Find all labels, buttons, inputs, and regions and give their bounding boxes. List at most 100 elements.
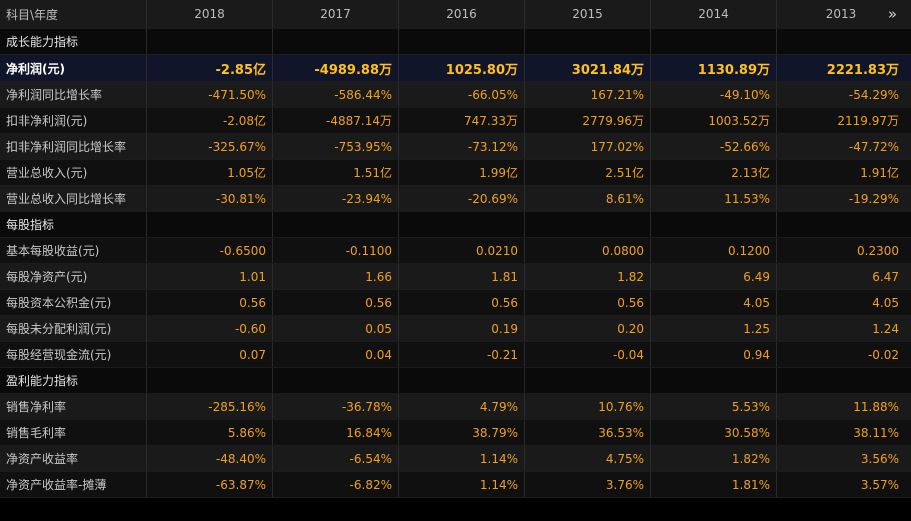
table-cell: 4.75% [525, 446, 651, 471]
table-cell: -2.08亿 [147, 108, 273, 133]
table-cell: 1130.89万 [651, 55, 777, 81]
table-cell: 38.79% [399, 420, 525, 445]
table-cell: -586.44% [273, 82, 399, 107]
table-row: 扣非净利润同比增长率 -325.67% -753.95% -73.12% 177.02%… [0, 134, 911, 160]
table-row: 销售毛利率 5.86% 16.84% 38.79% 36.53% 30.58% 38.11% [0, 420, 911, 446]
table-cell [273, 212, 399, 237]
table-row: 营业总收入同比增长率 -30.81% -23.94% -20.69% 8.61% 11.5… [0, 186, 911, 212]
table-cell [651, 212, 777, 237]
year-column-header[interactable]: 2018 [147, 0, 273, 28]
table-cell: 1.01 [147, 264, 273, 289]
table-cell: -0.6500 [147, 238, 273, 263]
table-cell [399, 212, 525, 237]
table-cell: 4.05 [651, 290, 777, 315]
table-cell: -66.05% [399, 82, 525, 107]
table-cell [525, 212, 651, 237]
year-column-header[interactable]: 2017 [273, 0, 399, 28]
table-cell: -36.78% [273, 394, 399, 419]
table-cell: 3.76% [525, 472, 651, 497]
chevron-right-double-icon[interactable]: » [887, 5, 897, 23]
table-cell: 0.0210 [399, 238, 525, 263]
table-cell: 0.56 [147, 290, 273, 315]
row-label: 扣非净利润(元) [0, 108, 147, 133]
table-cell: -2.85亿 [147, 55, 273, 81]
row-label: 每股未分配利润(元) [0, 316, 147, 341]
table-cell [525, 29, 651, 54]
table-cell: 16.84% [273, 420, 399, 445]
table-cell: 0.56 [399, 290, 525, 315]
table-cell: 0.05 [273, 316, 399, 341]
table-cell: -20.69% [399, 186, 525, 211]
table-cell [273, 29, 399, 54]
table-cell [651, 368, 777, 393]
table-cell: 1.14% [399, 446, 525, 471]
table-cell [147, 29, 273, 54]
financial-table: 科目\年度 2018 2017 2016 2015 2014 2013 » 成长… [0, 0, 911, 498]
table-cell: 3.56% [860, 451, 899, 466]
table-cell: 0.1200 [651, 238, 777, 263]
table-cell: 0.0800 [525, 238, 651, 263]
table-row: 扣非净利润(元) -2.08亿 -4887.14万 747.33万 2779.96万 10… [0, 108, 911, 134]
table-cell: 2.51亿 [525, 160, 651, 185]
table-cell: 6.47 [872, 269, 899, 284]
row-label: 扣非净利润同比增长率 [0, 134, 147, 159]
table-cell: 4.79% [399, 394, 525, 419]
year-column-header[interactable]: 2015 [525, 0, 651, 28]
table-cell: 1003.52万 [651, 108, 777, 133]
table-cell: 11.53% [651, 186, 777, 211]
table-cell [777, 29, 905, 54]
table-cell: 1.99亿 [399, 160, 525, 185]
year-column-header[interactable]: 2016 [399, 0, 525, 28]
table-cell [147, 368, 273, 393]
table-row: 净资产收益率-摊薄 -63.87% -6.82% 1.14% 3.76% 1.81% 3.5… [0, 472, 911, 498]
table-cell: -49.10% [651, 82, 777, 107]
table-cell: 177.02% [525, 134, 651, 159]
table-cell: -30.81% [147, 186, 273, 211]
table-cell: 38.11% [853, 425, 899, 440]
table-body: 成长能力指标 净利润(元) -2.85亿 -4989.88万 1025.80万 3021.… [0, 29, 911, 498]
table-cell: 0.56 [525, 290, 651, 315]
table-cell: -19.29% [848, 191, 899, 206]
table-cell: -753.95% [273, 134, 399, 159]
table-cell: 4.05 [872, 295, 899, 310]
table-cell [651, 29, 777, 54]
table-cell: 0.07 [147, 342, 273, 367]
section-title: 每股指标 [0, 212, 147, 237]
table-cell [525, 368, 651, 393]
table-cell: -471.50% [147, 82, 273, 107]
year-column-header[interactable]: 2014 [651, 0, 777, 28]
table-cell: 2779.96万 [525, 108, 651, 133]
table-cell: 1.66 [273, 264, 399, 289]
table-cell: 3021.84万 [525, 55, 651, 81]
header-label: 科目\年度 [0, 0, 147, 28]
table-cell: 0.56 [273, 290, 399, 315]
row-label: 每股资本公积金(元) [0, 290, 147, 315]
table-cell: -4887.14万 [273, 108, 399, 133]
table-cell [399, 368, 525, 393]
row-label: 净利润同比增长率 [0, 82, 147, 107]
table-cell: 1.91亿 [860, 166, 899, 180]
table-cell: 2119.97万 [837, 114, 899, 128]
row-label: 每股经营现金流(元) [0, 342, 147, 367]
table-cell: 1.51亿 [273, 160, 399, 185]
table-cell: 1.82% [651, 446, 777, 471]
table-cell: -47.72% [848, 139, 899, 154]
section-header-row: 盈利能力指标 [0, 368, 911, 394]
table-row: 基本每股收益(元) -0.6500 -0.1100 0.0210 0.0800 0.120… [0, 238, 911, 264]
table-cell: 1.24 [872, 321, 899, 336]
row-label: 营业总收入同比增长率 [0, 186, 147, 211]
table-cell [273, 368, 399, 393]
table-cell: 1.25 [651, 316, 777, 341]
year-column-header[interactable]: 2013 » [777, 0, 905, 28]
table-cell: 8.61% [525, 186, 651, 211]
table-cell [147, 212, 273, 237]
row-label: 销售毛利率 [0, 420, 147, 445]
table-row: 销售净利率 -285.16% -36.78% 4.79% 10.76% 5.53% 11.8… [0, 394, 911, 420]
table-cell [777, 212, 905, 237]
table-row: 每股净资产(元) 1.01 1.66 1.81 1.82 6.49 6.47 [0, 264, 911, 290]
table-cell: -0.02 [867, 347, 899, 362]
section-title: 成长能力指标 [0, 29, 147, 54]
section-title: 盈利能力指标 [0, 368, 147, 393]
table-cell: 747.33万 [399, 108, 525, 133]
table-cell: -4989.88万 [273, 55, 399, 81]
